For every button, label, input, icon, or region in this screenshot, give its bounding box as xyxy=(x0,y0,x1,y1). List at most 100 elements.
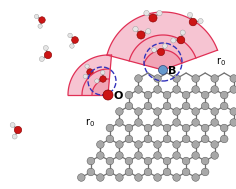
Circle shape xyxy=(154,86,161,93)
Circle shape xyxy=(14,126,22,134)
Circle shape xyxy=(173,174,180,181)
Circle shape xyxy=(187,12,193,18)
Circle shape xyxy=(135,75,142,82)
Circle shape xyxy=(39,17,45,23)
Circle shape xyxy=(152,47,156,52)
Text: B: B xyxy=(168,66,176,76)
Circle shape xyxy=(146,29,151,34)
Circle shape xyxy=(173,141,180,148)
Circle shape xyxy=(70,44,74,48)
Circle shape xyxy=(157,48,164,56)
Circle shape xyxy=(173,75,180,82)
Circle shape xyxy=(163,135,171,143)
Circle shape xyxy=(144,157,152,165)
Circle shape xyxy=(116,152,123,159)
Circle shape xyxy=(144,168,152,176)
Circle shape xyxy=(173,119,180,126)
Wedge shape xyxy=(92,79,110,95)
Circle shape xyxy=(201,102,209,110)
Circle shape xyxy=(173,86,180,93)
Circle shape xyxy=(154,152,161,159)
Circle shape xyxy=(154,75,161,82)
Circle shape xyxy=(116,141,123,148)
Circle shape xyxy=(182,102,190,110)
Circle shape xyxy=(10,122,15,127)
Circle shape xyxy=(180,30,185,35)
Circle shape xyxy=(103,90,113,100)
Circle shape xyxy=(97,152,104,159)
Circle shape xyxy=(211,152,219,159)
Circle shape xyxy=(182,124,190,132)
Circle shape xyxy=(97,174,104,181)
Circle shape xyxy=(106,157,114,165)
Circle shape xyxy=(192,152,199,159)
Circle shape xyxy=(159,66,168,74)
Circle shape xyxy=(125,135,133,143)
Circle shape xyxy=(163,102,171,110)
Circle shape xyxy=(87,157,95,165)
Circle shape xyxy=(125,102,133,110)
Circle shape xyxy=(154,174,161,181)
Circle shape xyxy=(192,86,199,93)
Circle shape xyxy=(116,119,123,126)
Circle shape xyxy=(211,86,219,93)
Circle shape xyxy=(182,157,190,165)
Circle shape xyxy=(144,135,152,143)
Circle shape xyxy=(201,124,209,132)
Circle shape xyxy=(230,108,236,115)
Circle shape xyxy=(220,124,228,132)
Circle shape xyxy=(192,141,199,148)
Wedge shape xyxy=(68,55,111,95)
Circle shape xyxy=(211,119,219,126)
Circle shape xyxy=(38,24,42,28)
Circle shape xyxy=(125,157,133,165)
Circle shape xyxy=(211,108,219,115)
Circle shape xyxy=(163,168,171,176)
Circle shape xyxy=(220,91,228,99)
Circle shape xyxy=(144,102,152,110)
Circle shape xyxy=(87,69,93,75)
Circle shape xyxy=(144,91,152,99)
Circle shape xyxy=(135,141,142,148)
Circle shape xyxy=(192,108,199,115)
Wedge shape xyxy=(144,50,182,70)
Circle shape xyxy=(230,75,236,82)
Circle shape xyxy=(201,91,209,99)
Wedge shape xyxy=(129,35,196,70)
Circle shape xyxy=(135,86,142,93)
Circle shape xyxy=(157,10,162,16)
Circle shape xyxy=(106,168,114,176)
Circle shape xyxy=(173,152,180,159)
Circle shape xyxy=(68,33,72,38)
Circle shape xyxy=(177,36,185,44)
Circle shape xyxy=(133,26,138,32)
Circle shape xyxy=(83,74,87,79)
Circle shape xyxy=(182,91,190,99)
Circle shape xyxy=(101,70,105,75)
Circle shape xyxy=(173,108,180,115)
Circle shape xyxy=(125,124,133,132)
Wedge shape xyxy=(82,69,110,95)
Circle shape xyxy=(163,91,171,99)
Text: r$_0$: r$_0$ xyxy=(85,117,95,129)
Circle shape xyxy=(125,168,133,176)
Circle shape xyxy=(163,124,171,132)
Circle shape xyxy=(171,38,176,43)
Circle shape xyxy=(106,135,114,143)
Circle shape xyxy=(192,75,199,82)
Circle shape xyxy=(211,75,219,82)
Circle shape xyxy=(39,57,44,61)
Circle shape xyxy=(135,174,142,181)
Circle shape xyxy=(192,119,199,126)
Circle shape xyxy=(72,37,78,43)
Circle shape xyxy=(182,168,190,176)
Circle shape xyxy=(163,43,167,48)
Circle shape xyxy=(149,14,157,22)
Circle shape xyxy=(154,141,161,148)
Circle shape xyxy=(44,51,52,59)
Circle shape xyxy=(198,19,203,24)
Circle shape xyxy=(144,124,152,132)
Circle shape xyxy=(154,108,161,115)
Circle shape xyxy=(135,108,142,115)
Circle shape xyxy=(87,168,95,176)
